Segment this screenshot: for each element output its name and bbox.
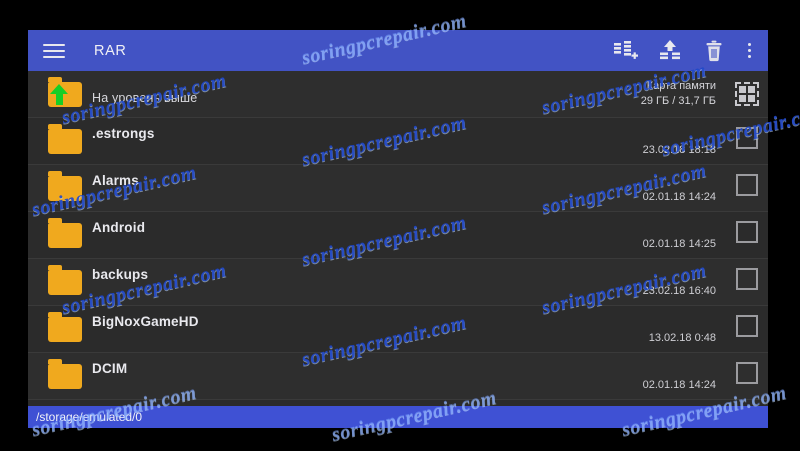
- list-item-date: 02.01.18 14:24: [642, 379, 716, 391]
- folder-up-icon: [42, 71, 88, 118]
- list-item-date: 13.02.18 0:48: [648, 332, 716, 344]
- folder-icon: [42, 118, 88, 165]
- row-checkbox[interactable]: [726, 212, 768, 259]
- page-title: RAR: [94, 42, 127, 59]
- row-checkbox[interactable]: [726, 118, 768, 165]
- hamburger-icon[interactable]: [34, 30, 74, 71]
- table-row[interactable]: Alarms 02.01.18 14:24: [28, 165, 768, 212]
- row-checkbox[interactable]: [726, 353, 768, 400]
- table-row[interactable]: backups 23.02.18 16:40: [28, 259, 768, 306]
- storage-label: Карта памяти: [646, 80, 716, 92]
- file-list: На уровень выше Карта памяти 29 ГБ / 31,…: [28, 71, 768, 400]
- table-row[interactable]: DCIM 02.01.18 14:24: [28, 353, 768, 400]
- list-item-label: backups: [92, 266, 149, 282]
- row-checkbox[interactable]: [726, 165, 768, 212]
- list-item-date: 23.02.18 16:40: [642, 285, 716, 297]
- current-path: /storage/emulated/0: [36, 410, 143, 424]
- row-checkbox[interactable]: [726, 306, 768, 353]
- folder-icon: [42, 212, 88, 259]
- app-bar: RAR: [28, 30, 768, 71]
- storage-card-icon[interactable]: [726, 71, 768, 118]
- list-item-label: .estrongs: [92, 125, 155, 141]
- extract-button[interactable]: [648, 30, 692, 71]
- list-item-label: BigNoxGameHD: [92, 313, 199, 329]
- list-item-date: 02.01.18 14:24: [642, 191, 716, 203]
- list-item-up-level[interactable]: На уровень выше Карта памяти 29 ГБ / 31,…: [28, 71, 768, 118]
- table-row[interactable]: BigNoxGameHD 13.02.18 0:48: [28, 306, 768, 353]
- table-row[interactable]: .estrongs 23.02.18 18:18: [28, 118, 768, 165]
- folder-icon: [42, 306, 88, 353]
- folder-icon: [42, 165, 88, 212]
- list-item-label: Android: [92, 219, 146, 235]
- storage-info: Карта памяти 29 ГБ / 31,7 ГБ: [641, 79, 726, 109]
- list-item-label: На уровень выше: [92, 91, 198, 105]
- add-to-archive-button[interactable]: [604, 30, 648, 71]
- folder-icon: [42, 259, 88, 306]
- table-row[interactable]: Android 02.01.18 14:25: [28, 212, 768, 259]
- file-manager-app: RAR: [28, 30, 768, 428]
- delete-button[interactable]: [692, 30, 736, 71]
- storage-usage: 29 ГБ / 31,7 ГБ: [640, 95, 716, 107]
- overflow-menu-button[interactable]: [736, 30, 762, 71]
- folder-icon: [42, 353, 88, 400]
- list-item-date: 23.02.18 18:18: [642, 144, 716, 156]
- status-bar: /storage/emulated/0: [28, 406, 768, 428]
- list-item-label: DCIM: [92, 360, 128, 376]
- list-item-label: Alarms: [92, 172, 139, 188]
- list-item-date: 02.01.18 14:25: [642, 238, 716, 250]
- row-checkbox[interactable]: [726, 259, 768, 306]
